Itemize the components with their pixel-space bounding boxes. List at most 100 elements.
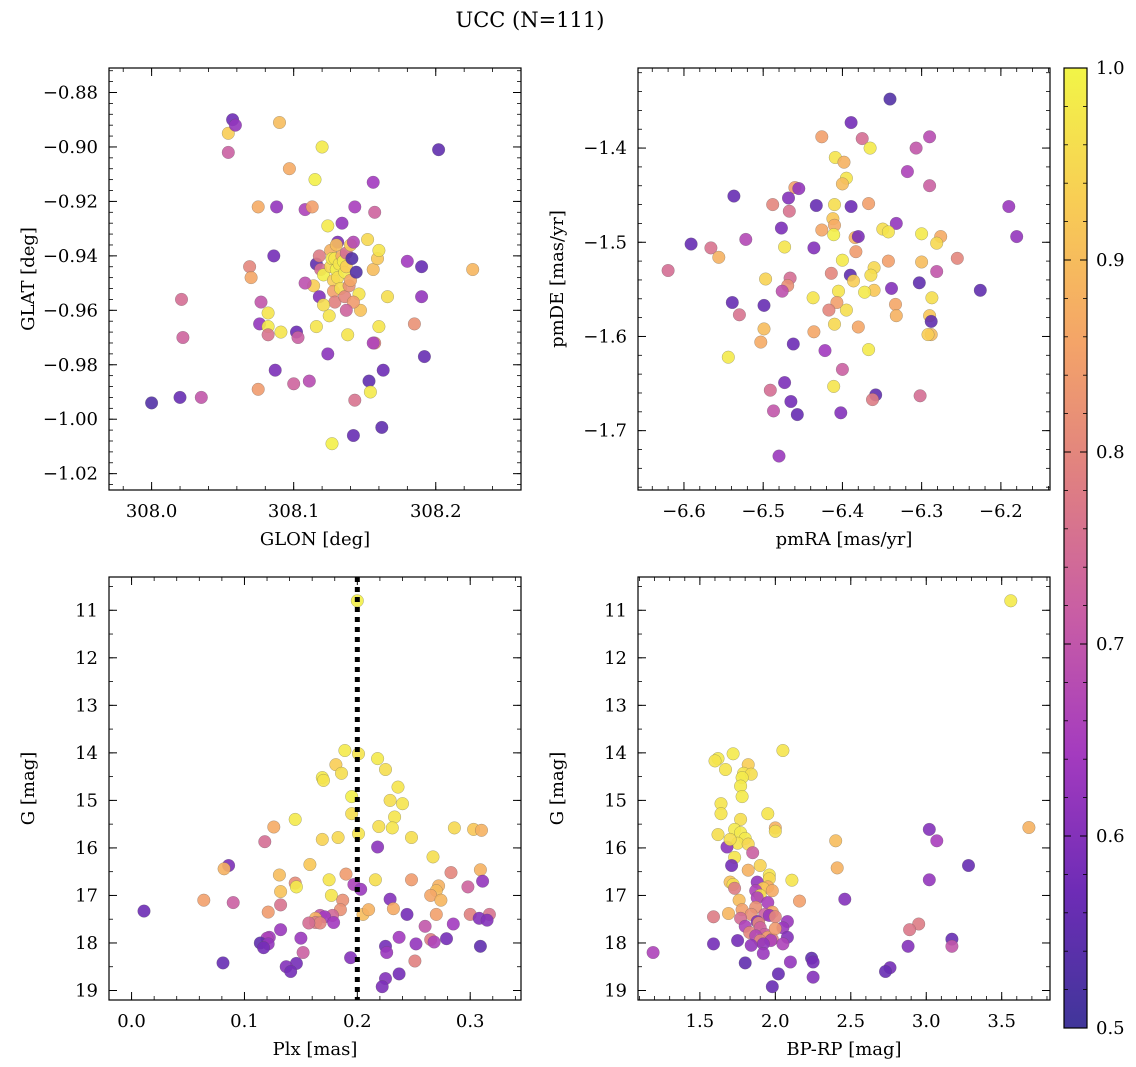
data-point — [923, 179, 937, 193]
data-point — [754, 335, 768, 349]
data-point — [719, 763, 733, 777]
data-point — [827, 228, 841, 242]
data-point — [338, 744, 352, 758]
data-point — [922, 873, 936, 887]
points — [646, 594, 1036, 994]
data-point — [881, 254, 895, 268]
data-point — [1022, 821, 1036, 835]
y-tick-label: 13 — [604, 695, 627, 716]
y-tick-label: 15 — [604, 790, 627, 811]
data-point — [335, 766, 349, 780]
y-tick-label: 11 — [604, 600, 627, 621]
data-point — [368, 873, 382, 887]
panels: 308.0 308.1 308.2 −0.88 −0.90 −0.92 −0.94 −0.96… — [18, 67, 1051, 1060]
data-point — [375, 420, 389, 434]
data-point — [296, 946, 310, 960]
data-point — [734, 812, 748, 826]
data-point — [392, 967, 406, 981]
data-point — [272, 868, 286, 882]
y-tick-label: 12 — [75, 648, 98, 669]
ticks: 1.5 2.0 2.5 3.0 3.5 11 12 13 14 15 16 17 18 19 — [604, 577, 1050, 1032]
data-point — [757, 298, 771, 312]
data-point — [765, 980, 779, 994]
data-point — [432, 143, 446, 157]
data-point — [385, 821, 399, 835]
data-point — [305, 200, 319, 214]
data-point — [806, 955, 820, 969]
y-tick-label: −1.6 — [583, 326, 627, 347]
data-point — [372, 820, 386, 834]
data-point — [704, 241, 718, 255]
data-point — [778, 376, 792, 390]
data-point — [827, 379, 841, 393]
data-point — [400, 254, 414, 268]
data-point — [383, 793, 397, 807]
data-point — [728, 881, 742, 895]
data-point — [288, 812, 302, 826]
data-point — [707, 937, 721, 951]
data-point — [768, 910, 782, 924]
data-point — [835, 177, 849, 191]
data-point — [768, 824, 782, 838]
data-point — [312, 249, 326, 263]
data-point — [889, 297, 903, 311]
data-point — [174, 292, 188, 306]
data-point — [226, 896, 240, 910]
data-point — [844, 199, 858, 213]
data-point — [267, 249, 281, 263]
data-point — [362, 903, 376, 917]
data-point — [1004, 594, 1018, 608]
data-point — [830, 861, 844, 875]
panel-plx-g: 0.0 0.1 0.2 0.3 11 12 13 14 15 16 17 18 19 Plx [mas] G… — [18, 576, 522, 1060]
data-point — [915, 255, 929, 269]
data-point — [197, 893, 211, 907]
data-point — [772, 449, 786, 463]
data-point — [771, 967, 785, 981]
ticks: −6.6 −6.5 −6.4 −6.3 −6.2 −1.4 −1.5 −1.6 −1.7 — [583, 68, 1050, 522]
data-point — [834, 406, 848, 420]
data-point — [921, 328, 935, 342]
y-tick-label: −1.5 — [583, 232, 627, 253]
data-point — [254, 295, 268, 309]
data-point — [774, 221, 788, 235]
x-tick-label: 308.1 — [268, 501, 320, 522]
data-point — [228, 118, 242, 132]
data-point — [315, 140, 329, 154]
data-point — [274, 923, 288, 937]
data-point — [792, 182, 806, 196]
data-point — [315, 832, 329, 846]
data-point — [714, 807, 728, 821]
data-point — [309, 320, 323, 334]
data-point — [922, 822, 936, 836]
y-tick-label: −0.96 — [43, 300, 98, 321]
data-point — [303, 858, 317, 872]
data-point — [807, 325, 821, 339]
data-point — [756, 946, 770, 960]
y-tick-label: 13 — [75, 695, 98, 716]
data-point — [194, 390, 208, 404]
data-point — [348, 393, 362, 407]
data-point — [313, 916, 327, 930]
data-point — [930, 834, 944, 848]
data-point — [829, 834, 843, 848]
y-tick-label: 16 — [604, 838, 627, 859]
data-point — [339, 303, 353, 317]
data-point — [434, 893, 448, 907]
points — [137, 594, 496, 994]
panel-glon-glat: 308.0 308.1 308.2 −0.88 −0.90 −0.92 −0.94 −0.96… — [18, 67, 522, 550]
data-point — [759, 272, 773, 286]
data-point — [753, 859, 767, 873]
data-point — [883, 92, 897, 106]
data-point — [786, 337, 800, 351]
data-point — [741, 863, 755, 877]
data-point — [732, 308, 746, 322]
y-tick-label: 14 — [75, 743, 98, 764]
y-tick-label: −0.88 — [43, 83, 98, 104]
data-point — [341, 328, 355, 342]
data-point — [835, 253, 849, 267]
data-point — [418, 919, 432, 933]
data-point — [349, 265, 363, 279]
data-point — [757, 322, 771, 336]
y-axis-label: pmDE [mas/yr] — [547, 210, 568, 348]
